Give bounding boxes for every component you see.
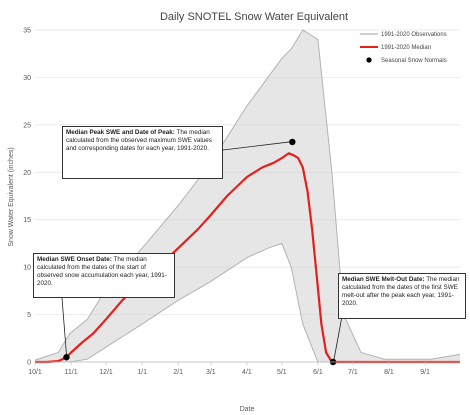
x-tick-label: 4/1 [242, 369, 252, 376]
y-tick-label: 20 [23, 170, 31, 177]
median-line [35, 152, 460, 364]
x-tick-label: 6/1 [313, 369, 323, 376]
callout-peak-text: The median calculated from the observed … [66, 129, 212, 152]
chart-title: Daily SNOTEL Snow Water Equivalent [160, 11, 348, 23]
x-tick-label: 10/1 [28, 369, 42, 376]
callout-peak-heading: Median Peak SWE and Date of Peak: [66, 129, 175, 136]
y-tick-label: 30 [23, 75, 31, 82]
x-tick-label: 1/1 [137, 369, 147, 376]
legend-swatch-normals [366, 57, 372, 63]
legend-label-median: 1991-2020 Median [381, 45, 431, 51]
x-tick-label: 11/1 [65, 369, 78, 376]
x-tick-label: 8/1 [384, 369, 394, 376]
y-tick-label: 35 [23, 28, 31, 35]
x-tick-label: 2/1 [173, 369, 183, 376]
callout-melt-out-text: The median calculated from the dates of … [342, 276, 460, 307]
legend-label-normals: Seasonal Snow Normals [381, 58, 447, 64]
callout-onset: Median SWE Onset Date: The median calcul… [33, 253, 175, 298]
y-tick-label: 5 [27, 312, 31, 319]
y-tick-label: 25 [23, 122, 31, 129]
x-tick-label: 3/1 [206, 369, 216, 376]
pointer-onset [61, 297, 67, 355]
observations-upper-trace [34, 29, 461, 361]
y-tick-label: 15 [23, 217, 31, 224]
y-tick-labels: 0 5 10 15 20 25 30 35 [23, 28, 31, 367]
callout-peak: Median Peak SWE and Date of Peak: The me… [62, 126, 223, 179]
x-tick-label: 9/1 [420, 369, 430, 376]
legend: 1991-2020 Observations 1991-2020 Median … [360, 32, 447, 64]
x-tick-label: 7/1 [348, 369, 358, 376]
callout-melt-out-heading: Median SWE Melt-Out Date: [342, 276, 425, 283]
y-tick-label: 0 [27, 360, 31, 367]
x-tick-label: 12/1 [99, 369, 113, 376]
x-tick-labels: 10/1 11/1 12/1 1/1 2/1 3/1 4/1 5/1 6/1 7/1 8/1 9/1 [28, 362, 430, 376]
x-axis-label: Date [240, 406, 255, 413]
median-series [35, 152, 460, 364]
y-tick-label: 10 [23, 265, 31, 272]
callout-onset-text: The median calculated from the dates of … [37, 256, 167, 287]
callout-onset-heading: Median SWE Onset Date: [37, 256, 112, 263]
normal-point-peak [289, 138, 296, 146]
y-axis-label: Snow Water Equivalent (inches) [8, 147, 15, 246]
callout-melt-out: Median SWE Melt-Out Date: The median cal… [338, 273, 466, 319]
normal-point-onset [63, 354, 70, 361]
legend-label-observations: 1991-2020 Observations [381, 32, 447, 38]
x-tick-label: 5/1 [277, 369, 287, 376]
pointer-peak [222, 141, 290, 151]
